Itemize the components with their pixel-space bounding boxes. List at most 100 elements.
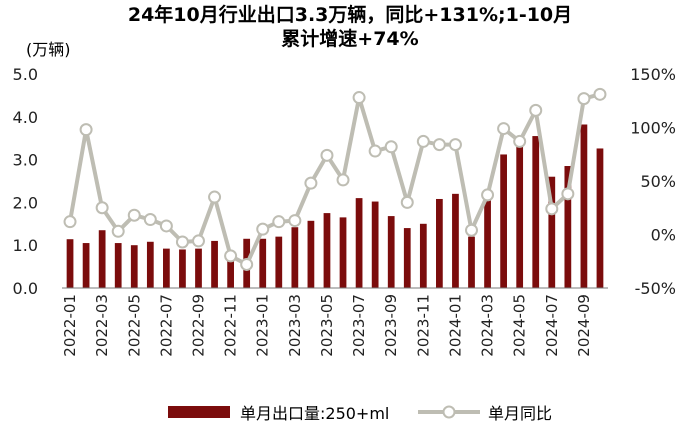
yoy-point [416, 134, 430, 148]
x-tick-label: 2022-11 [222, 294, 240, 357]
bar [339, 217, 347, 288]
yoy-point [384, 140, 398, 154]
bar [484, 200, 491, 288]
yoy-point [400, 195, 414, 209]
yoy-point [577, 92, 591, 106]
chart-title-line-2: 累计增速+74% [281, 28, 419, 50]
yoy-point [448, 138, 462, 152]
bar [211, 240, 218, 288]
y-right-tick-label: 50% [640, 172, 676, 191]
yoy-point [175, 235, 189, 249]
y-left-tick-label: 1.0 [13, 236, 38, 255]
bar [371, 201, 379, 288]
yoy-point [208, 190, 222, 204]
bar [403, 228, 411, 288]
bar [323, 213, 331, 288]
yoy-point [352, 91, 366, 105]
bar [564, 166, 572, 288]
bar [179, 249, 186, 288]
bar [163, 248, 170, 288]
x-tick-label: 2024-01 [446, 294, 464, 357]
bar [387, 216, 395, 288]
y-left-tick-label: 2.0 [13, 193, 38, 212]
bar [436, 198, 443, 288]
x-tick-label: 2024-05 [511, 294, 529, 357]
bar [227, 258, 234, 288]
bar [419, 223, 427, 288]
legend-bar-label: 单月出口量:250+ml [240, 404, 389, 423]
yoy-point [432, 138, 446, 152]
x-tick-label: 2022-09 [190, 294, 208, 357]
bar [500, 154, 507, 288]
yoy-point [192, 234, 205, 248]
bar [98, 230, 106, 288]
x-tick-label: 2024-07 [543, 294, 561, 357]
bar [548, 176, 556, 288]
x-tick-label: 2023-07 [350, 294, 368, 357]
bar [259, 238, 267, 288]
bar [596, 148, 604, 288]
yoy-point [593, 87, 607, 101]
bar [275, 236, 283, 288]
x-tick-label: 2023-11 [414, 294, 432, 357]
yoy-point [481, 188, 495, 202]
x-tick-label: 2023-05 [318, 294, 336, 357]
x-tick-label: 2024-03 [479, 294, 497, 357]
yoy-point [336, 173, 350, 187]
yoy-point [529, 103, 543, 117]
yoy-point [63, 215, 77, 229]
x-tick-label: 2023-01 [254, 294, 272, 357]
bar [146, 241, 154, 288]
yoy-point [79, 123, 93, 137]
yoy-point [272, 215, 286, 229]
bar [516, 146, 524, 288]
yoy-point [561, 187, 575, 201]
bar [66, 239, 74, 288]
yoy-point [256, 222, 270, 236]
x-tick-label: 2022-01 [61, 294, 79, 357]
legend-line-label: 单月同比 [488, 404, 552, 423]
yoy-line [68, 92, 601, 267]
bar [114, 243, 122, 288]
y-left-tick-label: 5.0 [13, 65, 38, 84]
y-right-tick-label: 150% [630, 65, 676, 84]
y-left-tick-label: 0.0 [13, 279, 38, 298]
yoy-point [143, 213, 157, 227]
yoy-point [111, 224, 125, 238]
bar [452, 193, 459, 288]
chart-title-line-1: 24年10月行业出口3.3万辆，同比+131%;1-10月 [127, 4, 573, 26]
yoy-point [304, 176, 318, 190]
y-left-tick-label: 3.0 [13, 151, 38, 170]
x-tick-label: 2024-09 [575, 294, 593, 357]
x-tick-label: 2022-03 [93, 294, 111, 357]
y-axis-unit-label: (万辆) [26, 40, 71, 59]
yoy-point [513, 134, 527, 148]
bar [307, 220, 315, 288]
yoy-point [127, 208, 141, 222]
bar [82, 243, 90, 288]
x-tick-label: 2023-09 [382, 294, 400, 357]
yoy-point [465, 223, 478, 237]
bar [355, 198, 363, 288]
yoy-point [224, 249, 238, 263]
bar [195, 248, 202, 288]
yoy-point [320, 148, 334, 162]
bar [532, 136, 540, 288]
yoy-point [159, 219, 173, 233]
legend-bar-swatch [168, 406, 230, 418]
y-right-tick-label: 0% [651, 226, 676, 245]
legend-line-marker [442, 405, 456, 419]
yoy-point [240, 257, 254, 271]
y-right-tick-label: 100% [630, 119, 676, 138]
yoy-point [95, 201, 109, 215]
yoy-point [368, 144, 382, 158]
yoy-point [288, 214, 302, 228]
y-right-tick-label: -50% [635, 279, 676, 298]
x-tick-label: 2022-07 [157, 294, 175, 357]
bar [580, 124, 588, 288]
x-tick-label: 2023-03 [286, 294, 304, 357]
bar [130, 245, 138, 288]
bar [291, 227, 299, 288]
yoy-point [545, 202, 559, 216]
